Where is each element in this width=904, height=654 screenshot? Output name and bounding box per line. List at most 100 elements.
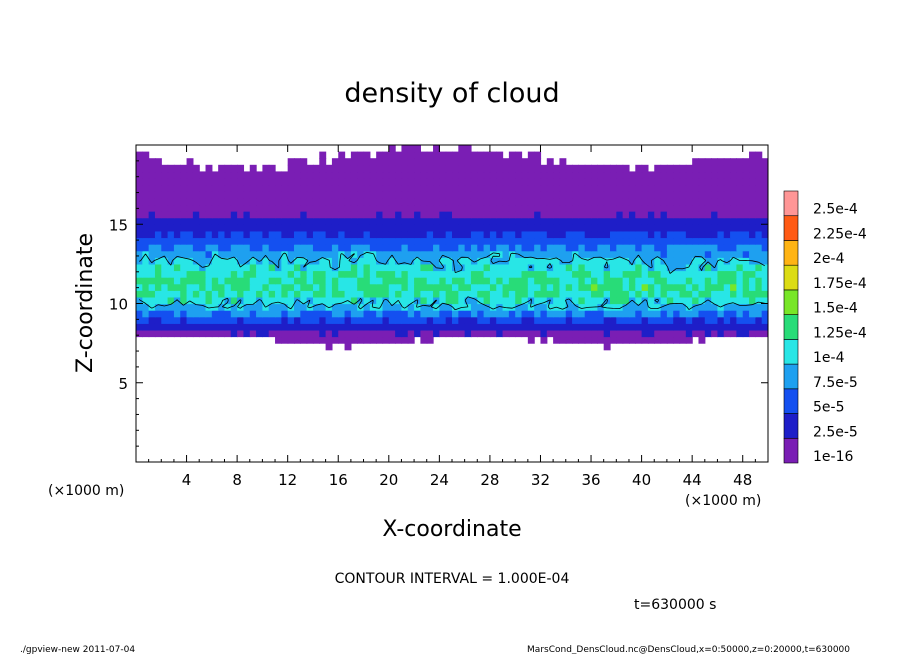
density-cell bbox=[287, 257, 295, 265]
density-cell bbox=[186, 197, 194, 206]
density-cell bbox=[161, 270, 169, 278]
density-cell bbox=[603, 244, 611, 252]
density-cell bbox=[578, 303, 586, 311]
density-cell bbox=[628, 257, 636, 265]
density-cell bbox=[275, 171, 282, 179]
density-cell bbox=[742, 323, 750, 331]
density-cell bbox=[331, 270, 339, 278]
density-cell bbox=[154, 171, 162, 179]
density-cell bbox=[698, 171, 706, 179]
density-cell bbox=[211, 270, 219, 278]
density-cell bbox=[287, 237, 295, 245]
density-cell bbox=[275, 303, 282, 311]
density-cell bbox=[584, 329, 592, 338]
density-cell bbox=[281, 329, 289, 338]
density-cell bbox=[218, 244, 226, 252]
density-cell bbox=[294, 164, 301, 173]
density-cell bbox=[698, 178, 706, 186]
density-cell bbox=[388, 336, 396, 344]
density-cell bbox=[357, 250, 365, 258]
density-cell bbox=[167, 310, 175, 318]
density-cell bbox=[470, 217, 478, 225]
density-cell bbox=[275, 244, 282, 252]
density-cell bbox=[275, 270, 282, 278]
density-cell bbox=[237, 323, 245, 331]
density-cell bbox=[534, 323, 542, 331]
density-cell bbox=[755, 250, 763, 258]
density-cell bbox=[717, 270, 725, 278]
density-cell bbox=[414, 250, 421, 258]
density-cell bbox=[142, 171, 150, 179]
density-cell bbox=[218, 171, 226, 179]
density-cell bbox=[641, 211, 649, 219]
density-cell bbox=[199, 283, 207, 291]
density-cell bbox=[502, 158, 510, 166]
density-cell bbox=[477, 270, 485, 278]
density-cell bbox=[742, 217, 750, 225]
density-cell bbox=[161, 164, 169, 173]
density-cell bbox=[628, 270, 636, 278]
density-cell bbox=[325, 303, 333, 311]
density-cell bbox=[363, 310, 371, 318]
density-cell bbox=[515, 257, 523, 265]
density-cell bbox=[723, 230, 731, 239]
density-cell bbox=[344, 257, 352, 265]
density-cell bbox=[483, 296, 491, 305]
density-cell bbox=[262, 250, 270, 258]
density-cell bbox=[572, 336, 579, 344]
density-cell bbox=[464, 230, 472, 239]
density-cell bbox=[395, 224, 403, 232]
density-cell bbox=[199, 237, 207, 245]
density-cell bbox=[685, 178, 693, 186]
density-cell bbox=[647, 250, 655, 258]
density-cell bbox=[584, 211, 592, 219]
density-cell bbox=[597, 290, 605, 298]
density-cell bbox=[647, 184, 655, 192]
density-cell bbox=[325, 329, 333, 338]
density-cell bbox=[452, 184, 459, 192]
density-cell bbox=[736, 191, 744, 199]
density-cell bbox=[142, 329, 150, 338]
density-cell bbox=[572, 250, 579, 258]
density-cell bbox=[199, 178, 207, 186]
density-cell bbox=[287, 310, 295, 318]
density-cell bbox=[641, 184, 649, 192]
density-cell bbox=[199, 329, 207, 338]
density-cell bbox=[192, 230, 200, 239]
density-cell bbox=[243, 171, 251, 179]
density-cell bbox=[685, 244, 693, 252]
density-cell bbox=[445, 164, 453, 173]
density-cell bbox=[591, 310, 598, 318]
density-cell bbox=[749, 224, 756, 232]
density-cell bbox=[540, 237, 548, 245]
density-cell bbox=[350, 329, 358, 338]
density-cell bbox=[452, 303, 459, 311]
density-cell bbox=[717, 290, 725, 298]
density-cell bbox=[325, 164, 333, 173]
density-cell bbox=[723, 310, 731, 318]
density-cell bbox=[376, 224, 384, 232]
density-cell bbox=[452, 224, 459, 232]
density-cell bbox=[755, 283, 763, 291]
density-cell bbox=[685, 250, 693, 258]
density-cell bbox=[477, 158, 485, 166]
density-cell bbox=[186, 191, 194, 199]
density-cell bbox=[363, 263, 371, 272]
density-cell bbox=[275, 310, 282, 318]
density-cell bbox=[180, 204, 188, 212]
density-cell bbox=[483, 191, 491, 199]
density-cell bbox=[161, 217, 169, 225]
density-cell bbox=[717, 296, 725, 305]
density-cell bbox=[628, 277, 636, 285]
density-cell bbox=[502, 263, 510, 272]
density-cell bbox=[294, 296, 301, 305]
density-cell bbox=[698, 191, 706, 199]
density-cell bbox=[192, 164, 200, 173]
density-cell bbox=[730, 224, 737, 232]
density-cell bbox=[755, 270, 763, 278]
density-cell bbox=[407, 151, 415, 159]
density-cell bbox=[420, 303, 428, 311]
density-cell bbox=[401, 283, 409, 291]
density-cell bbox=[578, 164, 586, 173]
density-cell bbox=[496, 270, 504, 278]
